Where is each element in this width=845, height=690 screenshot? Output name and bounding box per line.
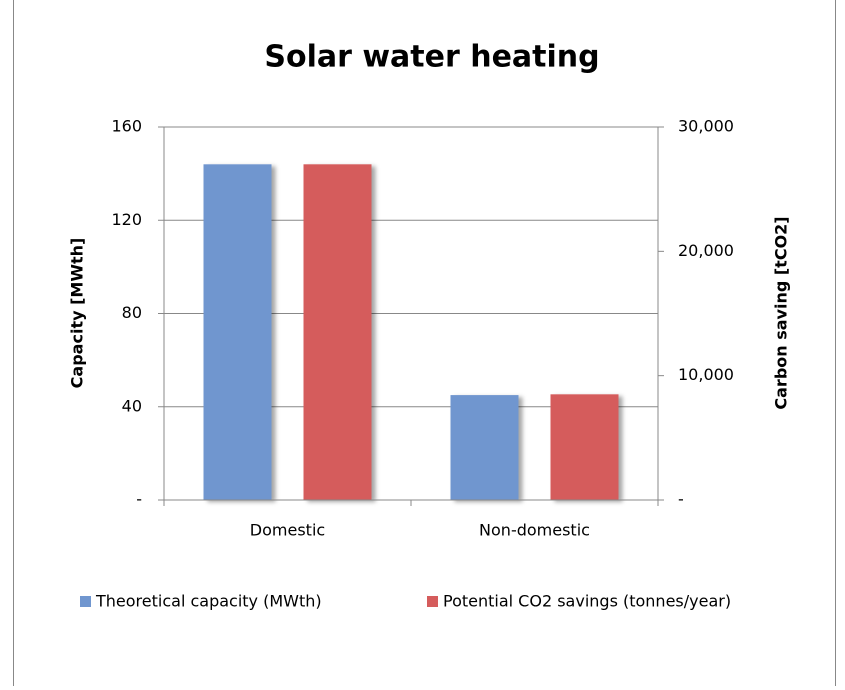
y2-tick-label: 30,000	[678, 117, 734, 136]
y-axis-title: Capacity [MWth]	[68, 238, 87, 389]
chart-title: Solar water heating	[264, 40, 599, 75]
bar	[303, 164, 372, 501]
y-tick-label: 80	[122, 303, 142, 322]
x-tick-label: Non-domestic	[479, 521, 590, 540]
legend-label: Potential CO2 savings (tonnes/year)	[443, 592, 731, 611]
chart-frame	[13, 0, 836, 690]
legend-swatch	[80, 596, 91, 607]
y2-tick-label: 20,000	[678, 241, 734, 260]
y2-tick-label: -	[678, 490, 684, 509]
y-tick-label: 120	[111, 210, 142, 229]
x-tick-label: Domestic	[250, 521, 325, 540]
y-tick-label: 160	[111, 117, 142, 136]
y-tick-label: 40	[122, 396, 142, 415]
bar	[450, 395, 519, 500]
y2-axis-title: Carbon saving [tCO2]	[772, 216, 791, 409]
bar	[203, 164, 272, 501]
bar	[550, 394, 619, 500]
legend-swatch	[427, 596, 438, 607]
y-tick-label: -	[136, 490, 142, 509]
legend-label: Theoretical capacity (MWth)	[95, 592, 322, 611]
y2-tick-label: 10,000	[678, 365, 734, 384]
